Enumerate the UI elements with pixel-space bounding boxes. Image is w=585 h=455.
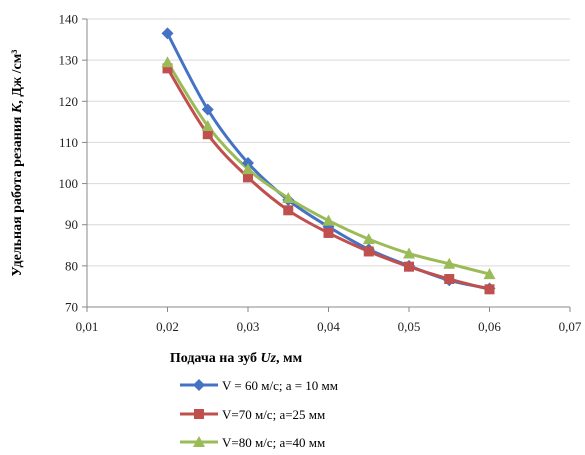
- data-point-series-1: [201, 103, 214, 116]
- data-point-series-3: [282, 191, 295, 203]
- x-tick-label: 0,06: [478, 319, 501, 334]
- series-line-1: [166, 32, 490, 290]
- y-tick-label: 120: [59, 94, 79, 109]
- y-tick-label: 140: [59, 12, 79, 27]
- data-point-series-3: [201, 119, 214, 131]
- data-point-series-1: [161, 27, 174, 40]
- legend-marker-diamond-icon: [193, 379, 205, 391]
- data-point-series-3: [443, 257, 456, 269]
- series-line-3: [166, 61, 490, 276]
- axes: [82, 18, 571, 312]
- legend: V = 60 м/с; a = 10 мм V=70 м/с; a=25 мм …: [180, 378, 338, 450]
- legend-label-series-3: V=80 м/с; a=40 мм: [222, 435, 325, 450]
- data-point-series-2: [202, 129, 213, 140]
- y-tick-label: 70: [65, 300, 78, 315]
- x-tick-labels: 0,01 0,02 0,03 0,04 0,05 0,06 0,07: [76, 319, 582, 334]
- legend-item-series-3: V=80 м/с; a=40 мм: [180, 435, 325, 450]
- y-tick-label: 110: [59, 135, 78, 150]
- data-point-series-2: [404, 261, 414, 272]
- legend-item-series-2: V=70 м/с; a=25 мм: [180, 407, 325, 422]
- x-tick-label: 0,05: [398, 319, 421, 334]
- y-tick-label: 100: [59, 176, 79, 191]
- data-point-series-2: [283, 205, 294, 216]
- data-point-series-3: [403, 247, 415, 259]
- y-tick-label: 130: [59, 53, 79, 68]
- x-tick-label: 0,04: [317, 319, 340, 334]
- data-point-series-3: [242, 163, 254, 175]
- data-point-series-3: [483, 268, 496, 280]
- data-point-series-3: [362, 233, 375, 245]
- data-point-series-1: [242, 157, 254, 169]
- legend-item-series-1: V = 60 м/с; a = 10 мм: [180, 378, 338, 393]
- data-point-series-2: [162, 63, 173, 74]
- grid: [87, 18, 570, 308]
- data-point-series-2: [323, 227, 334, 238]
- data-point-series-2: [444, 274, 455, 285]
- x-tick-label: 0,02: [156, 319, 179, 334]
- x-tick-label: 0,03: [237, 319, 260, 334]
- y-tick-label: 80: [65, 258, 78, 273]
- legend-label-series-1: V = 60 м/с; a = 10 мм: [222, 378, 338, 393]
- x-tick-label: 0,01: [76, 319, 99, 334]
- y-tick-labels: 70 80 90 100 110 120 130 140: [59, 12, 79, 315]
- data-point-series-3: [161, 56, 174, 68]
- series-markers: [161, 27, 496, 295]
- legend-marker-square-icon: [194, 409, 204, 419]
- legend-label-series-2: V=70 м/с; a=25 мм: [222, 407, 325, 422]
- data-point-series-2: [484, 284, 495, 295]
- series-lines: [166, 32, 490, 291]
- data-point-series-2: [363, 246, 374, 257]
- y-tick-label: 90: [65, 217, 78, 232]
- legend-marker-triangle-icon: [193, 436, 205, 447]
- data-point-series-3: [322, 214, 335, 226]
- x-axis-title: Подача на зуб Uz, мм: [170, 351, 303, 366]
- x-tick-label: 0,07: [559, 319, 582, 334]
- data-point-series-2: [243, 172, 253, 183]
- y-axis-title: Удельная работа резания K, Дж /см³: [10, 50, 25, 277]
